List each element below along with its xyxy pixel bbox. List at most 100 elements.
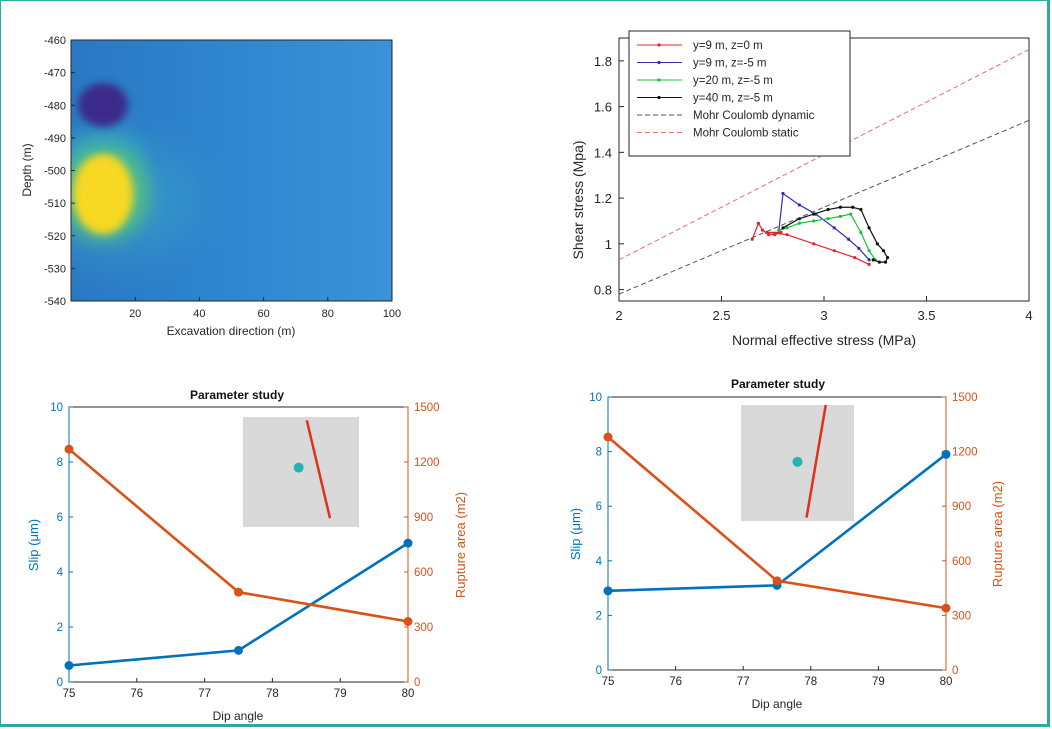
- stress-series: [619, 48, 1029, 295]
- right-tick-label: 0: [952, 665, 958, 677]
- fault-trace-line: [305, 420, 332, 519]
- right-tick-label: 1500: [414, 402, 440, 414]
- heatmap-high-anomaly: [73, 154, 133, 234]
- parameter-study-chart-right: Parameter study 75 76 77 78 79 80024681003006…: [568, 377, 1005, 711]
- series-point: [838, 214, 843, 218]
- x-tick-label: 75: [63, 688, 76, 700]
- right-tick-label: 1500: [952, 392, 978, 404]
- right-tick-label: 900: [952, 501, 971, 513]
- series-point: [875, 242, 879, 246]
- stress-x-label: Normal effective stress (MPa): [732, 332, 916, 348]
- rupture-area-point: [64, 444, 74, 454]
- left-tick-label: 0: [596, 665, 602, 677]
- x-tick-label: 75: [602, 676, 615, 688]
- y-tick-label: 1.2: [594, 191, 612, 206]
- stress-ticks: 2 2.5 3 3.5 4 0.8 1 1.2 1.4 1.6 1.8: [594, 54, 1033, 323]
- series-point: [859, 207, 863, 212]
- x-tick-label: 78: [804, 676, 817, 688]
- left-tick-label: 0: [57, 677, 63, 689]
- series-point: [859, 230, 863, 234]
- rupture-area-point: [403, 617, 413, 626]
- x-tick-label: 80: [940, 676, 953, 688]
- dip-angle-label: Dip angle: [213, 709, 264, 723]
- rupture-area-point: [941, 603, 951, 613]
- legend-entry: y=9 m, z=0 m: [693, 40, 763, 52]
- series-line-5: [619, 48, 1029, 261]
- left-tick-label: 10: [589, 392, 602, 404]
- y-tick-label: -480: [44, 100, 66, 112]
- series-point: [812, 212, 816, 216]
- y-tick-label: -520: [44, 231, 66, 243]
- x-tick-label: 2.5: [712, 308, 730, 323]
- left-tick-label: 2: [57, 622, 63, 634]
- x-tick-label: 20: [129, 308, 141, 320]
- fault-inset: [741, 404, 854, 521]
- right-tick-label: 1200: [952, 447, 978, 459]
- series-point: [781, 226, 785, 230]
- left-tick-label: 6: [596, 501, 602, 513]
- rupture-area-axis-label: Rupture area (m2): [453, 492, 468, 598]
- series-point: [885, 255, 890, 260]
- series-point: [849, 212, 853, 216]
- series-point: [797, 203, 802, 207]
- fault-trace-line: [805, 404, 827, 518]
- series-point: [838, 205, 843, 209]
- stress-y-label: Shear stress (Mpa): [570, 140, 586, 259]
- y-tick-label: -460: [44, 35, 66, 47]
- y-tick-label: 1.8: [594, 54, 612, 69]
- series-point: [779, 230, 783, 234]
- x-tick-label: 79: [334, 688, 347, 700]
- left-tick-label: 4: [57, 567, 64, 579]
- heatmap-chart: -460 -470 -480 -490 -500 -510 -520 -530 -540 20 4…: [20, 35, 401, 338]
- x-tick-label: 77: [198, 688, 211, 700]
- left-tick-label: 8: [57, 457, 63, 469]
- series-point: [867, 226, 871, 230]
- series-point: [877, 260, 881, 264]
- legend-marker: [657, 60, 661, 65]
- heatmap-x-ticks: 20 40 60 80 100: [129, 297, 401, 320]
- x-tick-label: 80: [402, 688, 415, 700]
- series-point: [881, 249, 886, 253]
- right-tick-label: 1200: [414, 457, 440, 469]
- slip-axis-label: Slip (μm): [26, 519, 41, 571]
- series-point: [857, 246, 861, 250]
- series-line-4: [619, 119, 1029, 295]
- series-point: [851, 205, 855, 209]
- y-tick-label: 0.8: [594, 283, 612, 298]
- legend-entry: y=20 m, z=-5 m: [693, 75, 773, 87]
- right-tick-label: 0: [414, 677, 420, 689]
- heatmap-low-anomaly: [78, 83, 128, 127]
- parameter-study-title: Parameter study: [731, 377, 825, 391]
- series-point: [853, 255, 857, 260]
- series-point: [785, 233, 789, 237]
- source-point: [293, 462, 304, 473]
- x-tick-label: 78: [266, 688, 279, 700]
- series-point: [826, 217, 830, 221]
- series-point: [750, 237, 754, 241]
- x-tick-label: 40: [193, 308, 205, 320]
- left-tick-label: 8: [596, 447, 602, 459]
- rupture-area-point: [603, 432, 613, 442]
- legend-entry: y=40 m, z=-5 m: [693, 93, 773, 105]
- series-point: [773, 233, 777, 237]
- series-line-1: [778, 192, 870, 261]
- heatmap-y-label: Depth (m): [20, 143, 34, 196]
- series-point: [867, 262, 871, 267]
- series-point: [867, 249, 871, 253]
- legend-marker: [657, 43, 661, 47]
- x-tick-label: 76: [130, 688, 143, 700]
- legend-marker: [657, 78, 661, 82]
- rupture-area-point: [234, 587, 243, 597]
- slip-point: [941, 449, 951, 459]
- y-tick-label: 1.6: [594, 100, 612, 115]
- x-tick-label: 80: [322, 308, 334, 320]
- right-tick-label: 600: [952, 556, 971, 568]
- right-tick-label: 600: [414, 567, 433, 579]
- left-tick-label: 6: [57, 512, 63, 524]
- x-tick-label: 3: [820, 308, 827, 323]
- y-tick-label: -540: [44, 296, 66, 308]
- legend-marker: [657, 95, 661, 100]
- legend-entry: y=9 m, z=-5 m: [693, 58, 767, 70]
